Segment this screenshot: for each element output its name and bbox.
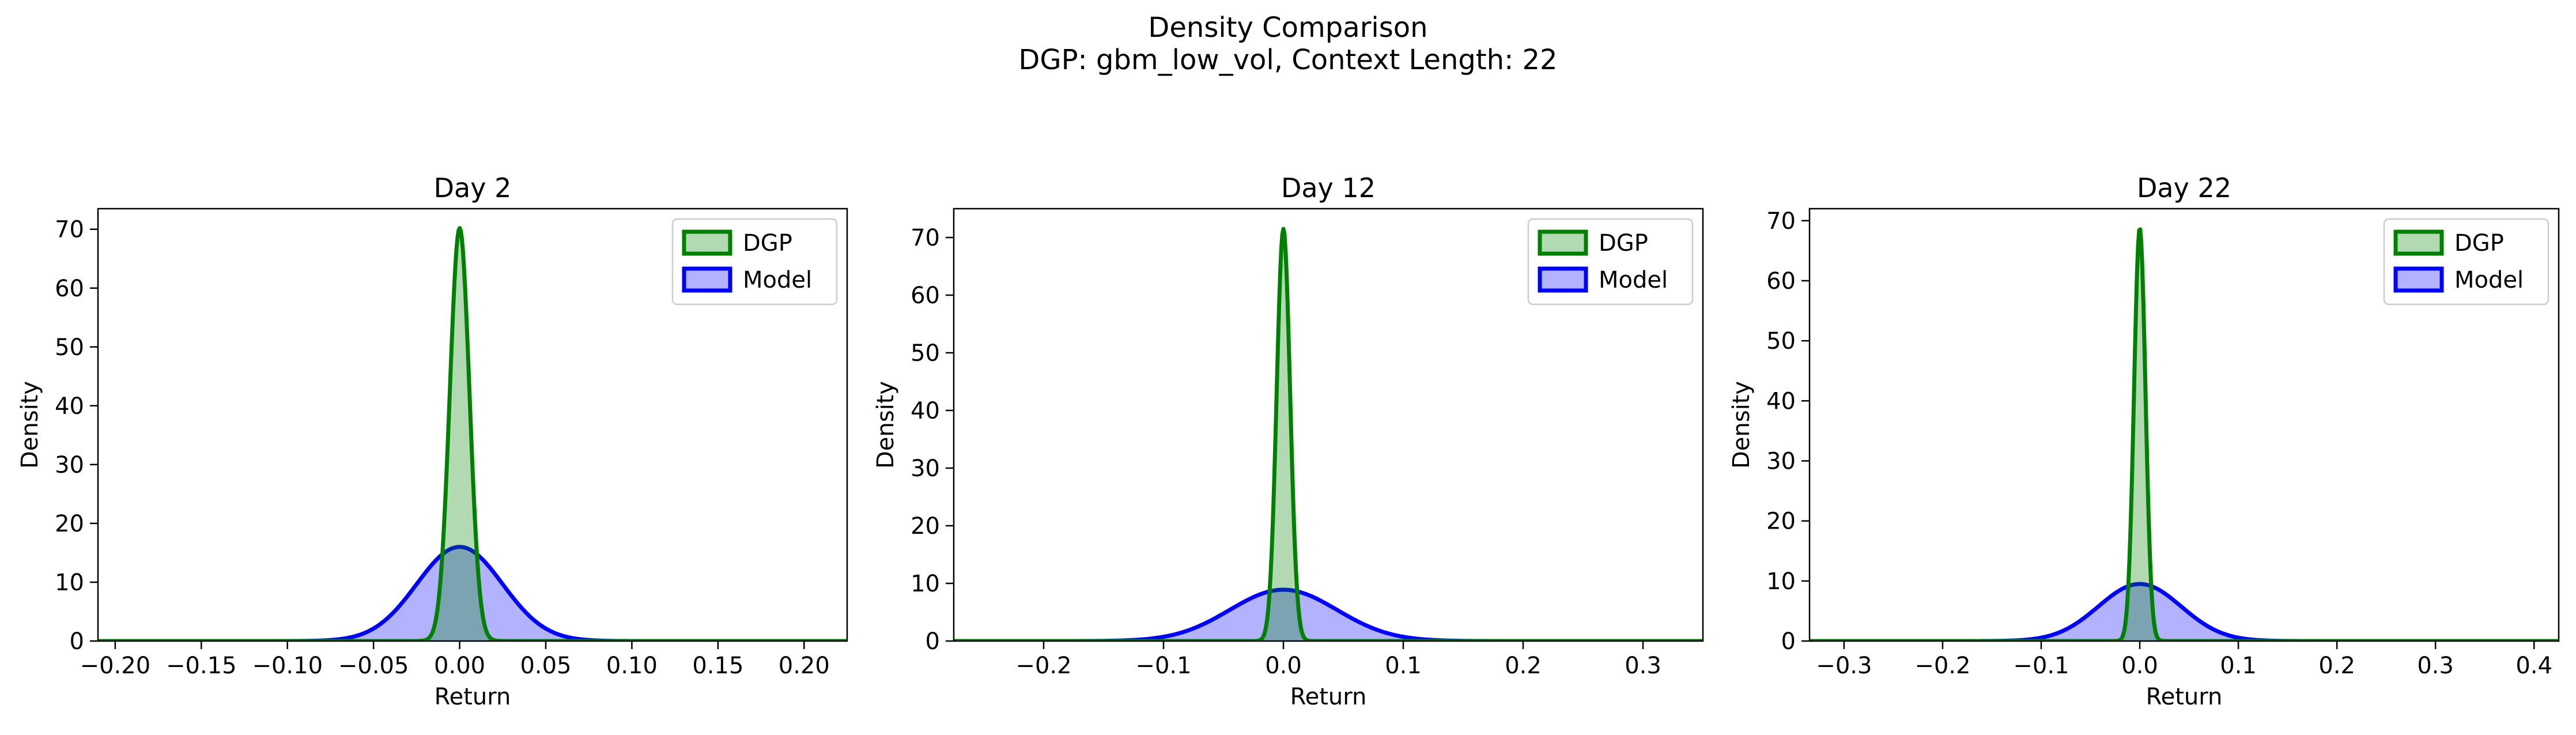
model-density-fill <box>1810 584 2559 641</box>
x-tick-label: 0.20 <box>779 653 830 679</box>
x-tick-label: 0.1 <box>2220 653 2257 679</box>
model-density-fill <box>98 546 847 641</box>
subplot-title: Day 22 <box>2137 172 2231 203</box>
y-tick-label: 0 <box>1781 628 1796 655</box>
y-tick-label: 50 <box>911 340 940 367</box>
model-legend-label: Model <box>2454 267 2524 293</box>
axes-frame <box>97 208 848 642</box>
y-tick-label: 70 <box>911 225 940 251</box>
subplot-1: −0.20 −0.15 −0.10 −0.05 0.00 0.05 0.10 0.15 0.20… <box>17 172 848 710</box>
x-tick-label: −0.10 <box>252 653 323 679</box>
dgp-legend-label: DGP <box>1599 230 1648 257</box>
x-tick-label: 0.15 <box>692 653 743 679</box>
y-tick-label: 0 <box>926 628 940 655</box>
dgp-density-fill <box>98 228 847 641</box>
figure-title: Density Comparison <box>1148 12 1428 44</box>
legend: DGP Model <box>1527 218 1694 306</box>
y-tick-label: 70 <box>1766 208 1796 235</box>
x-tick-label: −0.15 <box>166 653 237 679</box>
y-tick-label: 30 <box>55 452 84 478</box>
x-tick-label: 0.0 <box>1265 653 1302 679</box>
y-axis-label: Density <box>872 381 899 469</box>
legend: DGP Model <box>671 218 838 306</box>
x-axis-label: Return <box>2146 684 2223 710</box>
legend: DGP Model <box>2383 218 2549 306</box>
x-axis-label: Return <box>1290 684 1367 710</box>
x-tick-label: −0.2 <box>1914 653 1970 679</box>
dgp-density-line <box>98 226 847 641</box>
y-tick-label: 10 <box>911 571 940 597</box>
y-tick-label: 70 <box>55 217 84 243</box>
subplot-title: Day 12 <box>1281 172 1376 203</box>
y-tick-label: 40 <box>55 393 84 420</box>
x-tick-label: −0.3 <box>1816 653 1872 679</box>
axes-frame <box>1808 208 2560 642</box>
x-tick-label: −0.20 <box>80 653 151 679</box>
figure-subtitle: DGP: gbm_low_vol, Context Length: 22 <box>1018 44 1558 76</box>
dgp-legend-label: DGP <box>743 230 792 257</box>
x-tick-label: −0.1 <box>1135 653 1191 679</box>
legend-box <box>1527 218 1694 306</box>
y-tick-label: 40 <box>1766 388 1796 414</box>
model-legend-label: Model <box>743 267 812 293</box>
subplot-title: Day 2 <box>434 172 512 203</box>
y-axis-label: Density <box>1728 381 1755 469</box>
y-tick-label: 40 <box>911 398 940 424</box>
x-tick-label: −0.05 <box>338 653 409 679</box>
model-legend-swatch <box>1538 266 1588 293</box>
legend-box <box>671 218 838 306</box>
x-tick-label: 0.05 <box>520 653 571 679</box>
y-tick-label: 60 <box>1766 268 1796 295</box>
y-tick-label: 10 <box>55 570 84 596</box>
y-tick-label: 50 <box>55 334 84 361</box>
model-density-line <box>1810 582 2559 641</box>
model-legend-swatch <box>2393 266 2444 293</box>
dgp-legend-swatch <box>1538 229 1588 256</box>
y-tick-label: 50 <box>1766 328 1796 355</box>
dgp-legend-label: DGP <box>2454 230 2504 257</box>
x-tick-label: 0.1 <box>1385 653 1422 679</box>
y-tick-label: 30 <box>1766 448 1796 475</box>
model-legend-label: Model <box>1599 267 1668 293</box>
x-axis-label: Return <box>435 684 511 710</box>
x-tick-label: 0.00 <box>434 653 485 679</box>
y-tick-label: 20 <box>55 511 84 537</box>
axes-frame <box>953 208 1704 642</box>
dgp-legend-swatch <box>682 229 732 256</box>
x-tick-label: 0.4 <box>2515 653 2552 679</box>
x-tick-label: 0.2 <box>1505 653 1542 679</box>
model-density-line <box>98 545 847 641</box>
model-legend-swatch <box>682 266 732 293</box>
model-density-fill <box>954 590 1703 641</box>
y-tick-label: 60 <box>55 276 84 302</box>
dgp-legend-swatch <box>2393 229 2444 256</box>
y-tick-label: 10 <box>1766 568 1796 595</box>
x-tick-label: 0.3 <box>2417 653 2454 679</box>
legend-box <box>2383 218 2549 306</box>
y-tick-label: 60 <box>911 282 940 309</box>
y-tick-label: 20 <box>911 513 940 540</box>
x-tick-label: 0.3 <box>1625 653 1661 679</box>
x-tick-label: 0.10 <box>606 653 658 679</box>
x-tick-label: −0.1 <box>2013 653 2069 679</box>
y-axis-label: Density <box>17 381 43 469</box>
y-tick-label: 30 <box>911 455 940 482</box>
plot-area <box>1810 227 2559 641</box>
y-tick-label: 0 <box>70 628 84 655</box>
y-tick-label: 20 <box>1766 508 1796 535</box>
x-tick-label: 0.0 <box>2121 653 2158 679</box>
subplot-2: −0.2 −0.1 0.0 0.1 0.2 0.3 0 10 20 30 40 50 60 70 Day 1… <box>872 172 1704 710</box>
x-tick-label: 0.2 <box>2318 653 2355 679</box>
x-tick-label: −0.2 <box>1015 653 1071 679</box>
subplot-3: −0.3 −0.2 −0.1 0.0 0.1 0.2 0.3 0.4 0 10 20 30 40 50 60… <box>1728 172 2560 710</box>
plot-area <box>98 226 847 641</box>
